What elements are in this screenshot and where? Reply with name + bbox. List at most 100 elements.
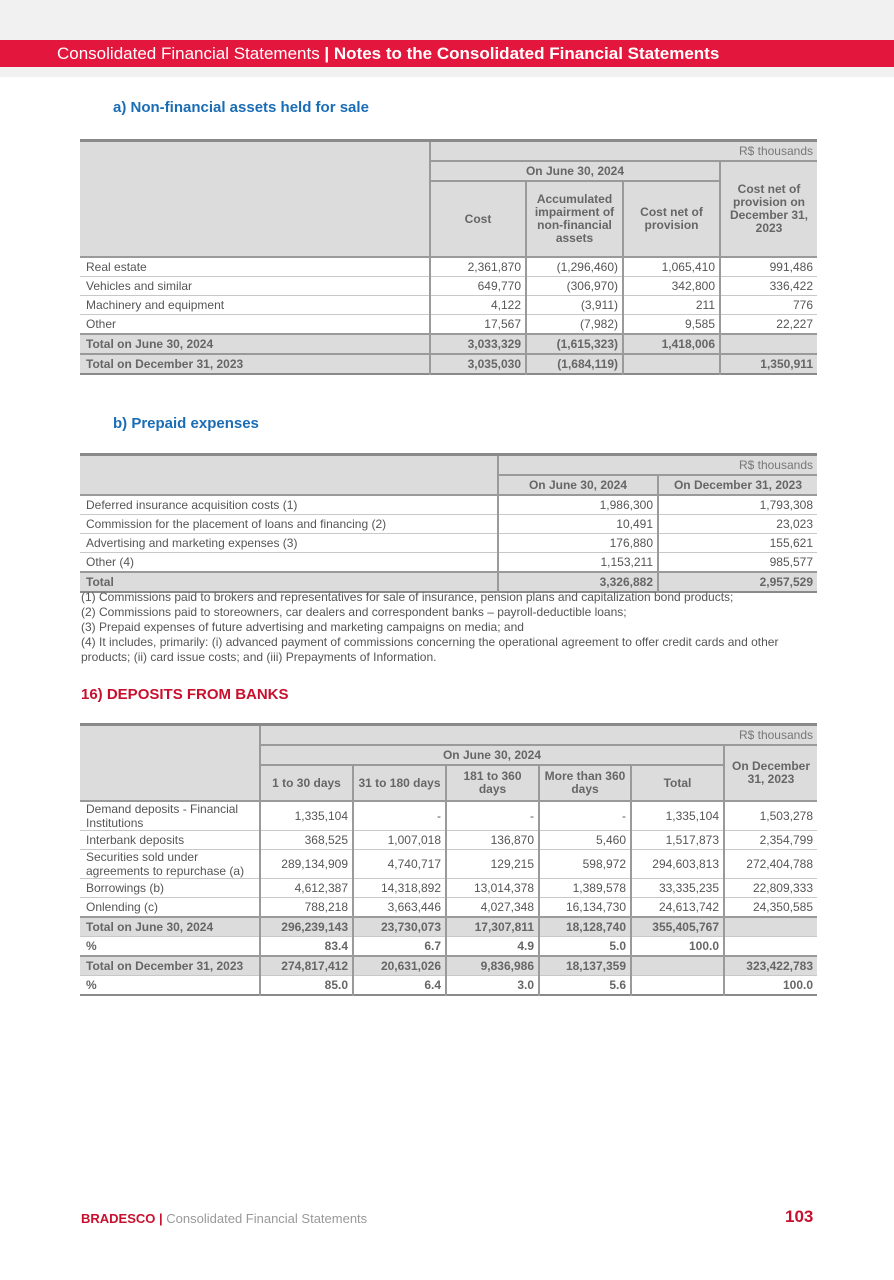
value-cell: - — [445, 801, 539, 831]
value-cell: 991,486 — [719, 257, 817, 277]
header-subsection: Notes to the Consolidated Financial Stat… — [333, 44, 720, 63]
table-row: Onlending (c) 788,218 3,663,446 4,027,348 16… — [80, 897, 817, 918]
value-cell: 598,972 — [538, 849, 631, 879]
column-header: Accumulated impairment of non-financial … — [525, 181, 623, 258]
column-header: On June 30, 2024 — [497, 475, 658, 496]
row-label: Total on June 30, 2024 — [80, 916, 260, 937]
section-title-a: a) Non-financial assets held for sale — [113, 99, 369, 116]
group-header: On June 30, 2024 — [429, 161, 720, 182]
value-cell: 776 — [719, 295, 817, 315]
value-cell: 14,318,892 — [352, 878, 446, 898]
value-cell: 4,612,387 — [259, 878, 353, 898]
value-cell: 985,577 — [657, 552, 817, 573]
footnote: (1) Commissions paid to brokers and repr… — [81, 590, 734, 604]
row-label: Onlending (c) — [80, 897, 260, 918]
value-cell: 18,128,740 — [538, 916, 631, 937]
value-cell: 368,525 — [259, 830, 353, 850]
row-label: Machinery and equipment — [80, 295, 430, 315]
row-label: Securities sold under agreements to repu… — [80, 849, 260, 879]
value-cell: 22,227 — [719, 314, 817, 335]
table-row: Borrowings (b) 4,612,387 14,318,892 13,014,… — [80, 878, 817, 898]
value-cell: 1,153,211 — [497, 552, 658, 573]
value-cell: 649,770 — [429, 276, 526, 296]
value-cell: 6.4 — [352, 975, 446, 996]
value-cell: 4.9 — [445, 936, 539, 957]
unit-label: R$ thousands — [497, 454, 817, 476]
section-title-b: b) Prepaid expenses — [113, 415, 259, 432]
section-title-deposits: 16) DEPOSITS FROM BANKS — [81, 686, 289, 703]
non-financial-assets-table: R$ thousands On June 30, 2024 Cost net of … — [80, 139, 817, 375]
total-row: Total on December 31, 2023 274,817,412 20,… — [80, 955, 817, 976]
value-cell: 1,503,278 — [723, 801, 817, 831]
value-cell: 23,730,073 — [352, 916, 446, 937]
value-cell: (1,684,119) — [525, 353, 623, 375]
value-cell: 3,033,329 — [429, 333, 526, 355]
value-cell: 272,404,788 — [723, 849, 817, 879]
header-row: R$ thousands — [80, 140, 817, 258]
value-cell: 20,631,026 — [352, 955, 446, 976]
row-label: Total — [80, 571, 498, 593]
value-cell: 3,326,882 — [497, 571, 658, 593]
header-row: R$ thousands — [80, 454, 817, 496]
value-cell: 1,065,410 — [622, 257, 720, 277]
value-cell: 17,307,811 — [445, 916, 539, 937]
value-cell: 323,422,783 — [723, 955, 817, 976]
row-label: Other (4) — [80, 552, 498, 573]
header-row: On June 30, 2024 Cost net of provision on… — [80, 161, 817, 258]
row-label: Total on December 31, 2023 — [80, 353, 430, 375]
value-cell: 100.0 — [630, 936, 724, 957]
value-cell: 24,350,585 — [723, 897, 817, 918]
value-cell: 2,957,529 — [657, 571, 817, 593]
value-cell: - — [538, 801, 631, 831]
unit-label: R$ thousands — [429, 140, 817, 162]
value-cell: 1,517,873 — [630, 830, 724, 850]
value-cell: 3,663,446 — [352, 897, 446, 918]
row-label: Interbank deposits — [80, 830, 260, 850]
column-header: 181 to 360 days — [445, 765, 539, 802]
row-label: Total on December 31, 2023 — [80, 955, 260, 976]
total-row: Total on June 30, 2024 3,033,329 (1,615,32… — [80, 333, 817, 355]
prepaid-expenses-table: R$ thousands On June 30, 2024 On December … — [80, 453, 817, 593]
row-label: % — [80, 975, 260, 996]
table-row: Advertising and marketing expenses (3) 17… — [80, 533, 817, 553]
value-cell — [723, 936, 817, 957]
column-header: 31 to 180 days — [352, 765, 446, 802]
page-number: 103 — [785, 1207, 814, 1226]
table-row: Commission for the placement of loans an… — [80, 514, 817, 534]
table-row: % 85.0 6.4 3.0 5.6 100.0 — [80, 975, 817, 996]
header-row: Cost Accumulated impairment of non-financ… — [80, 181, 817, 258]
table-row: Deferred insurance acquisition costs (1)… — [80, 495, 817, 515]
row-label: Real estate — [80, 257, 430, 277]
header-row: On June 30, 2024 On December 31, 2023 — [80, 475, 817, 496]
value-cell: 24,613,742 — [630, 897, 724, 918]
value-cell: (1,615,323) — [525, 333, 623, 355]
value-cell: 85.0 — [259, 975, 353, 996]
value-cell — [719, 333, 817, 355]
value-cell: 6.7 — [352, 936, 446, 957]
table-row: Demand deposits - Financial Institutions… — [80, 801, 817, 831]
row-label: Advertising and marketing expenses (3) — [80, 533, 498, 553]
value-cell: 5.6 — [538, 975, 631, 996]
value-cell: 83.4 — [259, 936, 353, 957]
prepaid-notes: (1) Commissions paid to brokers and repr… — [81, 590, 821, 665]
value-cell — [723, 916, 817, 937]
value-cell: 4,027,348 — [445, 897, 539, 918]
total-row: Total on December 31, 2023 3,035,030 (1,68… — [80, 353, 817, 375]
value-cell: 17,567 — [429, 314, 526, 335]
header-row: On June 30, 2024 On December 31, 2023 — [80, 745, 817, 802]
value-cell: 1,793,308 — [657, 495, 817, 515]
value-cell: 788,218 — [259, 897, 353, 918]
footer-text: Consolidated Financial Statements — [166, 1211, 368, 1226]
unit-label: R$ thousands — [259, 724, 817, 746]
footer: BRADESCO | Consolidated Financial Statem… — [81, 1211, 367, 1226]
deposits-from-banks-table: R$ thousands On June 30, 2024 On December … — [80, 723, 817, 996]
value-cell: 33,335,235 — [630, 878, 724, 898]
footnote: (2) Commissions paid to storeowners, car… — [81, 605, 627, 619]
value-cell: 355,405,767 — [630, 916, 724, 937]
header-bar: Consolidated Financial Statements | Note… — [0, 40, 894, 67]
value-cell — [630, 975, 724, 996]
value-cell: 4,740,717 — [352, 849, 446, 879]
value-cell: 1,418,006 — [622, 333, 720, 355]
header-section: Consolidated Financial Statements — [57, 44, 320, 63]
